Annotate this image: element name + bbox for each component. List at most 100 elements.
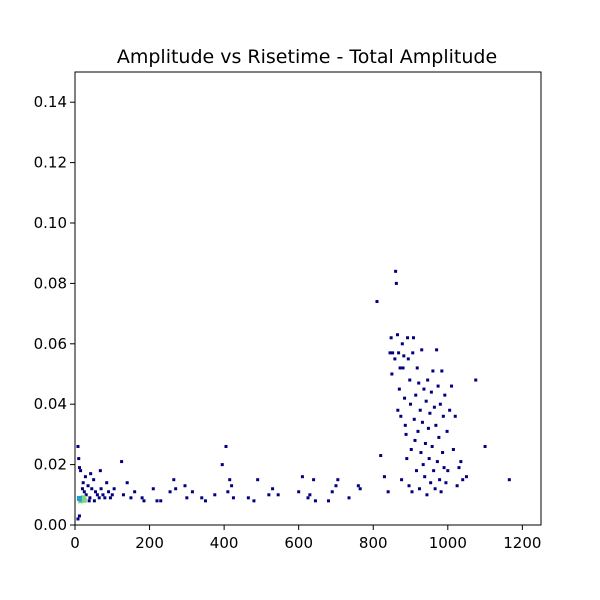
data-point: [393, 357, 397, 361]
data-point: [88, 496, 92, 500]
data-point: [82, 490, 86, 494]
y-tick-label: 0.08: [34, 274, 67, 292]
data-point: [76, 517, 80, 521]
data-point: [410, 490, 414, 494]
data-point: [190, 490, 194, 494]
data-point: [125, 481, 129, 485]
data-point: [389, 336, 393, 340]
data-point: [400, 342, 404, 346]
data-point: [200, 496, 204, 500]
x-tick-label: 1000: [429, 534, 467, 552]
data-point: [415, 366, 419, 370]
data-point: [431, 369, 435, 373]
data-point: [84, 493, 88, 497]
data-point: [185, 496, 189, 500]
data-point: [474, 378, 478, 382]
data-point: [334, 484, 338, 488]
x-axis: 0 200 400 600 800 1000 1200: [70, 525, 541, 552]
data-point: [121, 493, 125, 497]
data-point: [413, 438, 417, 442]
data-point: [276, 493, 280, 497]
data-point: [356, 484, 360, 488]
data-point: [397, 351, 401, 355]
x-tick-label: 400: [210, 534, 239, 552]
data-point: [435, 348, 439, 352]
data-point: [203, 499, 207, 503]
data-point: [400, 478, 404, 482]
data-point: [306, 496, 310, 500]
data-point: [426, 378, 430, 382]
data-point: [89, 472, 93, 476]
data-point: [403, 423, 407, 427]
data-point: [129, 496, 133, 500]
data-point: [441, 414, 445, 418]
data-point: [445, 429, 449, 433]
data-point: [442, 466, 446, 470]
dense-data-point: [81, 497, 87, 503]
data-point: [101, 493, 105, 497]
data-point: [408, 378, 412, 382]
data-point: [419, 451, 423, 455]
data-point: [99, 487, 103, 491]
data-point: [231, 496, 235, 500]
data-point: [394, 281, 398, 285]
x-tick-label: 200: [135, 534, 164, 552]
plot-frame: [74, 71, 542, 526]
data-point: [437, 435, 441, 439]
data-point: [112, 487, 116, 491]
data-point: [443, 393, 447, 397]
data-point: [409, 448, 413, 451]
data-point: [79, 469, 83, 473]
y-axis: 0.00 0.02 0.04 0.06 0.08 0.10 0.12 0.14: [34, 93, 75, 534]
y-tick-label: 0.06: [34, 335, 67, 353]
data-point: [436, 384, 440, 388]
y-tick-label: 0.12: [34, 154, 67, 172]
data-point: [451, 448, 455, 451]
data-point: [390, 372, 394, 376]
data-point: [433, 487, 437, 491]
data-point: [347, 496, 351, 500]
data-point: [406, 336, 410, 340]
data-point: [220, 463, 224, 467]
data-point: [358, 487, 362, 491]
y-tick-label: 0.10: [34, 214, 67, 232]
data-point: [252, 499, 256, 503]
data-point: [297, 490, 301, 494]
data-point: [417, 381, 421, 385]
data-point: [427, 457, 431, 461]
data-point: [428, 411, 432, 415]
data-point: [432, 469, 436, 473]
data-point: [439, 490, 443, 494]
data-point: [417, 487, 421, 491]
data-point: [418, 408, 422, 412]
data-point: [407, 484, 411, 488]
y-tick-label: 0.00: [34, 516, 67, 534]
data-point: [421, 463, 425, 467]
data-point: [455, 484, 459, 488]
data-point: [142, 499, 146, 503]
data-point: [76, 444, 80, 448]
data-point: [401, 366, 405, 370]
data-point: [446, 469, 450, 473]
data-point: [375, 300, 379, 304]
data-point: [86, 484, 90, 488]
data-point: [459, 460, 463, 464]
data-point: [405, 457, 409, 461]
data-point: [397, 387, 401, 391]
data-point: [423, 475, 427, 479]
data-point: [330, 490, 334, 494]
data-point: [155, 499, 159, 503]
data-point: [420, 420, 424, 424]
data-point: [183, 484, 187, 488]
data-point: [423, 441, 427, 445]
data-point: [399, 414, 403, 418]
data-point: [168, 490, 172, 494]
data-point: [300, 475, 304, 479]
data-point: [105, 481, 109, 485]
data-point: [312, 478, 316, 482]
data-point: [438, 478, 442, 482]
data-point: [461, 478, 465, 482]
data-point: [77, 466, 81, 470]
data-point: [120, 460, 124, 464]
